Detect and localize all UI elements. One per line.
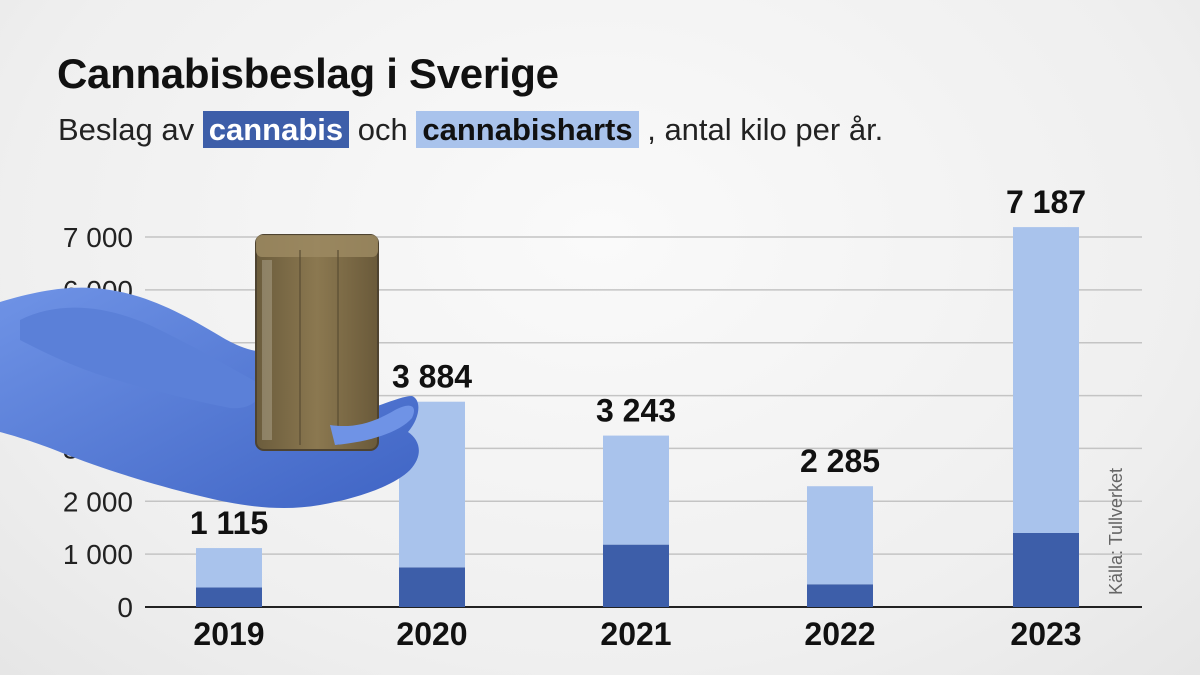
bar-cannabis-2022 bbox=[807, 584, 873, 607]
legend-cannabis: cannabis bbox=[202, 111, 350, 148]
labels-layer: 1 115 2019 3 884 2020 3 243 2021 2 285 2022 7 18… bbox=[190, 184, 1086, 652]
subtitle-prefix: Beslag av bbox=[58, 112, 195, 147]
bar-cannabis-2019 bbox=[196, 587, 262, 607]
source-note: Källa: Tullverket bbox=[1106, 467, 1126, 595]
chart-title: Cannabisbeslag i Sverige bbox=[57, 50, 559, 97]
bar-cannabis-2023 bbox=[1013, 533, 1079, 607]
x-tick-label-2022: 2022 bbox=[804, 616, 875, 652]
x-tick-label-2021: 2021 bbox=[600, 616, 671, 652]
glove-thumb bbox=[20, 307, 262, 409]
gloved-hand-photo bbox=[0, 234, 419, 509]
legend-cannabisharts: cannabisharts bbox=[416, 111, 639, 148]
y-tick-label-7000: 7 000 bbox=[63, 222, 133, 253]
subtitle-mid: och bbox=[357, 112, 408, 147]
bar-cannabisharts-2023 bbox=[1013, 227, 1079, 533]
hash-block-top bbox=[256, 235, 378, 257]
y-tick-label-0: 0 bbox=[117, 592, 133, 623]
y-tick-label-2000: 2 000 bbox=[63, 486, 133, 517]
total-label-2022: 2 285 bbox=[800, 443, 880, 479]
x-tick-label-2020: 2020 bbox=[396, 616, 467, 652]
y-tick-label-1000: 1 000 bbox=[63, 539, 133, 570]
total-label-2019: 1 115 bbox=[190, 505, 268, 541]
total-label-2023: 7 187 bbox=[1006, 184, 1086, 220]
bar-cannabisharts-2019 bbox=[196, 548, 262, 588]
bar-cannabisharts-2022 bbox=[807, 486, 873, 585]
total-label-2020: 3 884 bbox=[392, 359, 472, 395]
x-tick-label-2019: 2019 bbox=[193, 616, 264, 652]
bars-layer bbox=[196, 227, 1079, 607]
hash-block bbox=[255, 234, 379, 451]
bar-cannabis-2021 bbox=[603, 544, 669, 607]
chart-subtitle: Beslag av cannabis och cannabisharts , a… bbox=[58, 111, 884, 148]
x-tick-label-2023: 2023 bbox=[1010, 616, 1081, 652]
subtitle-suffix: , antal kilo per år. bbox=[647, 112, 884, 147]
total-label-2021: 3 243 bbox=[596, 393, 676, 429]
bar-cannabisharts-2021 bbox=[603, 435, 669, 545]
bar-cannabis-2020 bbox=[399, 567, 465, 607]
